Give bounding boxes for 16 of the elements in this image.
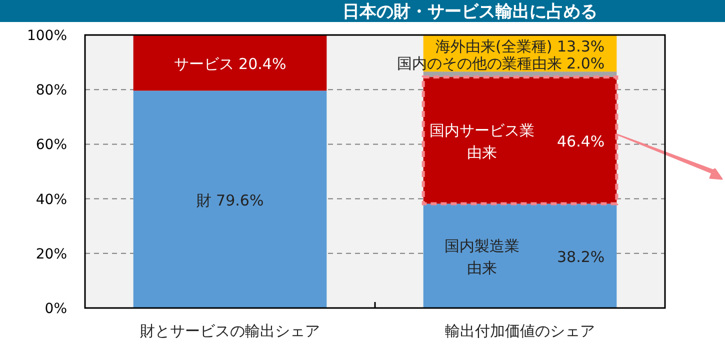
bar [423, 204, 617, 308]
x-tick-label: 財とサービスの輸出シェア [140, 322, 320, 340]
bar [133, 35, 327, 91]
y-tick-label: 100% [26, 28, 67, 44]
data-label: 海外由来(全業種) 13.3% [436, 37, 605, 56]
y-tick-label: 60% [36, 137, 67, 154]
text: 国内サービス業由来 46.4% [430, 121, 605, 162]
x-tick-label: 輸出付加価値のシェア [445, 322, 595, 340]
y-tick-label: 40% [36, 192, 67, 208]
y-tick-label: 80% [36, 82, 67, 99]
chart-title: 日本の財・サービス輸出に占める [342, 2, 598, 22]
text: 国内製造業由来 38.2% [444, 236, 605, 277]
data-label: サービス 20.4% [174, 54, 286, 73]
y-tick-label: 20% [36, 246, 67, 262]
y-tick-label: 0% [44, 301, 67, 317]
data-label: 財 79.6% [196, 191, 264, 210]
